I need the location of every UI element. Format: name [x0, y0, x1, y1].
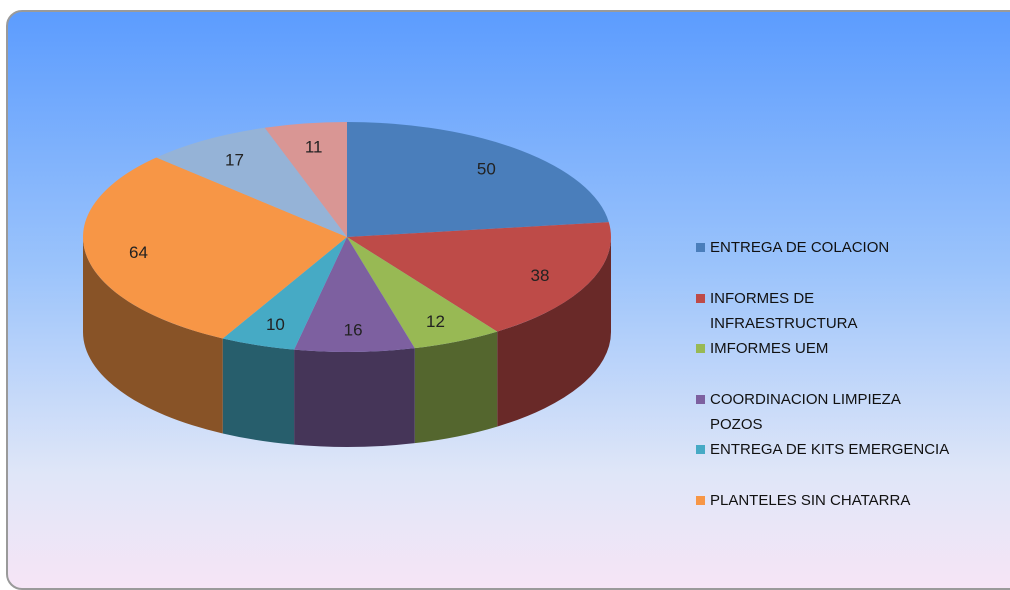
data-label: 11: [305, 138, 323, 157]
legend-label: INFORMES DE INFRAESTRUCTURA: [710, 289, 858, 332]
data-label: 16: [344, 320, 363, 339]
slice: [294, 237, 415, 352]
data-label: 64: [129, 243, 148, 262]
slice: [347, 122, 609, 237]
legend-label: IMFORMES UEM: [710, 340, 829, 358]
legend-label: ENTREGA DE COLACION: [710, 239, 890, 256]
legend-entry: PLANTELES SIN CHATARRA: [696, 488, 990, 513]
slice: [156, 127, 347, 237]
slice: [83, 157, 347, 339]
legend-swatch: [696, 445, 705, 455]
slice-side: [294, 348, 415, 447]
legend-label: PLANTELES SIN CHATARRA: [710, 492, 911, 509]
legend-swatch: [696, 293, 705, 303]
legend-entry: INFORMES DE INFRAESTRUCTURA: [696, 286, 880, 336]
slice-side: [497, 237, 611, 427]
data-label: 38: [531, 266, 550, 285]
legend-label: COORDINACION LIMPIEZA POZOS: [710, 390, 901, 433]
chart: 50 38 12 16 10 64 17 11: [83, 122, 612, 447]
legend-entry: ENTREGA DE KITS EMERGENCIA: [696, 437, 990, 462]
slice-side: [414, 331, 498, 444]
slice: [347, 222, 612, 332]
slice-side: [222, 338, 295, 445]
data-label: 50: [477, 159, 496, 178]
slice: [347, 237, 498, 349]
legend-entry: ENTREGA DE COLACION: [696, 235, 990, 260]
data-label: 17: [225, 151, 244, 170]
legend-entry: IMFORMES UEM: [696, 336, 990, 361]
legend-swatch: [696, 394, 705, 404]
slice-side: [83, 237, 223, 434]
slice: [264, 122, 347, 237]
legend-swatch: [696, 344, 705, 354]
data-label: 10: [266, 315, 285, 334]
legend-swatch: [696, 496, 705, 505]
legend-label: ENTREGA DE KITS EMERGENCIA: [710, 441, 950, 459]
data-label: 12: [426, 312, 445, 331]
legend-swatch: [696, 243, 705, 252]
slice: [222, 237, 347, 350]
legend-entry: COORDINACION LIMPIEZA POZOS: [696, 387, 910, 437]
